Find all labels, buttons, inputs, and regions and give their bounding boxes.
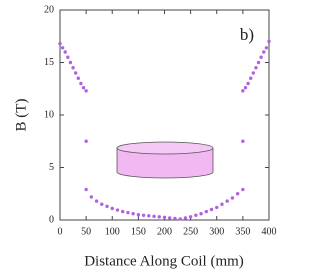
data-point xyxy=(131,212,135,216)
data-point xyxy=(235,192,240,196)
data-point xyxy=(105,204,109,209)
data-point xyxy=(209,207,214,212)
x-tick-label: 200 xyxy=(157,226,172,237)
data-point xyxy=(152,214,156,219)
data-point xyxy=(168,216,172,220)
data-point xyxy=(246,81,250,86)
data-point xyxy=(215,205,219,210)
y-tick-label: 10 xyxy=(44,109,54,120)
chart: b) Distance Along Coil (mm) B (T) 0 50 100… xyxy=(13,4,277,269)
data-point xyxy=(183,216,188,220)
data-point xyxy=(147,214,151,218)
data-point xyxy=(141,213,146,217)
y-tick-label: 20 xyxy=(44,4,54,15)
data-point xyxy=(84,187,88,192)
data-point xyxy=(249,76,253,80)
data-point xyxy=(157,215,161,219)
data-point xyxy=(194,213,198,217)
data-point xyxy=(110,206,114,211)
data-point xyxy=(241,89,245,93)
data-point xyxy=(60,46,65,50)
data-point xyxy=(84,89,88,93)
data-point xyxy=(66,55,70,59)
x-axis-label: Distance Along Coil (mm) xyxy=(84,253,244,269)
data-point xyxy=(100,202,104,206)
data-point xyxy=(73,71,78,75)
data-point xyxy=(94,199,99,203)
data-point xyxy=(76,76,80,80)
annotation: b) xyxy=(240,25,254,44)
y-tick-label: 5 xyxy=(49,162,54,173)
coil-illustration xyxy=(116,141,214,179)
x-tick-label: 400 xyxy=(262,226,277,237)
data-point xyxy=(225,199,229,203)
data-point xyxy=(262,50,266,54)
data-point xyxy=(79,81,83,86)
x-tick-label: 300 xyxy=(209,226,224,237)
data-point xyxy=(162,215,167,220)
data-point xyxy=(173,216,177,221)
data-point xyxy=(178,217,182,221)
x-tick-label: 250 xyxy=(183,226,198,237)
data-point xyxy=(267,39,271,44)
data-point xyxy=(188,215,193,219)
data-point xyxy=(81,86,86,90)
x-tick-label: 350 xyxy=(235,226,250,237)
x-tick-label: 50 xyxy=(81,226,91,237)
y-tick-label: 15 xyxy=(44,57,54,68)
data-point xyxy=(204,209,208,214)
data-point xyxy=(68,60,73,65)
data-point xyxy=(254,66,258,70)
data-point xyxy=(136,213,141,217)
data-point xyxy=(220,202,224,206)
data-point xyxy=(71,66,75,70)
x-tick-label: 150 xyxy=(131,226,146,237)
data-point xyxy=(84,139,88,143)
data-point xyxy=(264,46,269,50)
x-tick-label: 100 xyxy=(105,226,120,237)
y-tick-label: 0 xyxy=(49,214,54,225)
y-axis-label: B (T) xyxy=(13,99,29,132)
data-point xyxy=(126,210,130,215)
data-point xyxy=(259,55,263,59)
data-point xyxy=(241,139,245,143)
x-tick-label: 0 xyxy=(58,226,63,237)
data-point xyxy=(58,41,62,46)
data-point xyxy=(199,212,203,216)
data-point xyxy=(63,50,67,54)
data-point xyxy=(230,196,235,200)
data-point xyxy=(241,187,245,192)
data-point xyxy=(251,71,256,75)
data-point xyxy=(121,209,125,214)
data-point xyxy=(89,195,94,199)
data-point xyxy=(243,86,248,90)
plot-frame xyxy=(59,9,270,221)
data-point xyxy=(115,208,120,212)
data-point xyxy=(256,60,261,65)
